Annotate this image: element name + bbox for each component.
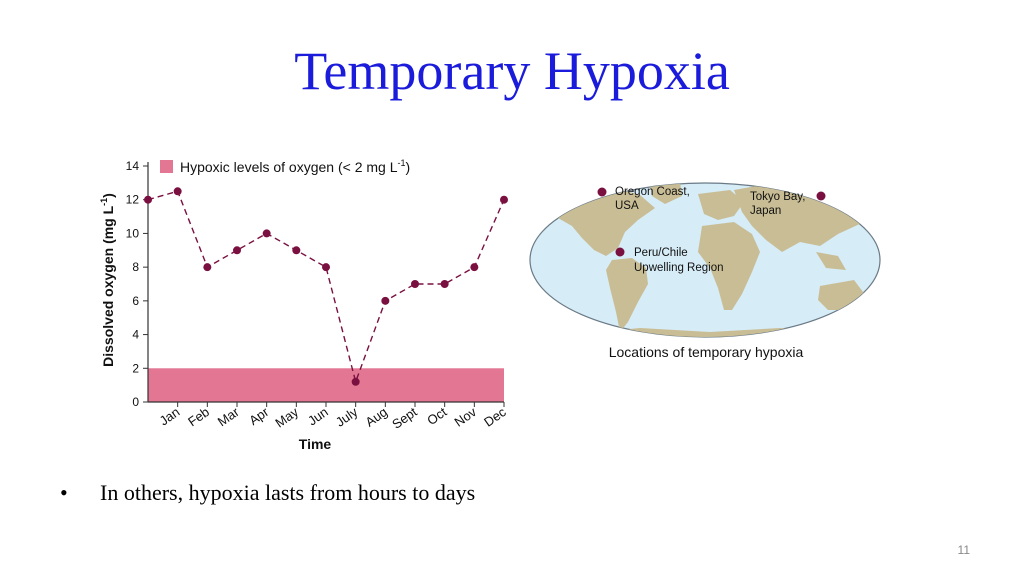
oxygen-chart: 0 2 4 6 8 10 12 14 Jan Feb Mar Apr May Jun July Aug Sep… xyxy=(99,158,509,452)
data-point xyxy=(411,280,419,288)
y-axis-label-main: Dissolved oxygen (mg L xyxy=(100,205,116,366)
data-point xyxy=(262,229,271,238)
europe-shape xyxy=(698,190,744,220)
data-point xyxy=(351,377,360,386)
data-point xyxy=(144,195,152,204)
data-point xyxy=(470,263,479,272)
x-tick-label: Apr xyxy=(246,404,272,428)
slide-number: 11 xyxy=(957,543,970,557)
legend-label-sup: -1 xyxy=(398,158,406,168)
x-tick-label: Jun xyxy=(305,404,331,428)
data-point xyxy=(203,263,212,272)
y-tick-label: 8 xyxy=(132,260,139,274)
bullet-point: • In others, hypoxia lasts from hours to … xyxy=(60,480,475,506)
data-point xyxy=(292,246,301,255)
y-tick-label: 12 xyxy=(126,193,140,207)
peru-label-line1: Peru/Chile xyxy=(634,247,688,259)
oregon-label-line2: USA xyxy=(615,200,639,212)
y-axis-label: Dissolved oxygen (mg L-1) xyxy=(99,193,116,367)
x-tick-label: Mar xyxy=(215,404,242,430)
data-points xyxy=(144,187,508,386)
south-america-shape xyxy=(606,258,648,332)
tokyo-label-line2: Japan xyxy=(750,205,781,217)
data-point xyxy=(381,296,390,305)
oregon-marker xyxy=(597,187,607,197)
y-tick-label: 6 xyxy=(132,294,139,308)
y-tick-label: 0 xyxy=(132,395,139,409)
data-point xyxy=(322,263,330,272)
hypoxic-band xyxy=(148,368,504,402)
oxygen-series-line xyxy=(147,190,505,385)
legend-label-end: ) xyxy=(406,159,411,175)
y-axis-label-end: ) xyxy=(100,193,116,198)
data-point xyxy=(233,246,241,255)
y-tick-label: 14 xyxy=(126,159,140,173)
bullet-dot: • xyxy=(60,480,68,505)
southeast-asia-shape xyxy=(816,252,846,270)
bullet-text: In others, hypoxia lasts from hours to d… xyxy=(100,480,476,505)
legend-label: Hypoxic levels of oxygen (< 2 mg L-1) xyxy=(180,158,410,175)
x-tick-label: July xyxy=(333,404,361,430)
slide-title: Temporary Hypoxia xyxy=(294,41,730,101)
map-markers xyxy=(597,187,826,257)
chart-axes xyxy=(147,162,504,403)
x-ticks: Jan Feb Mar Apr May Jun July Aug Sept Oct Nov Dec xyxy=(157,402,509,432)
africa-shape xyxy=(698,222,760,310)
tokyo-label-line1: Tokyo Bay, xyxy=(750,191,805,203)
x-tick-label: Sept xyxy=(389,404,420,432)
x-axis-label: Time xyxy=(299,436,332,452)
oregon-label-line1: Oregon Coast, xyxy=(615,186,690,198)
y-tick-label: 4 xyxy=(132,328,139,342)
x-tick-label: May xyxy=(272,404,301,431)
data-point xyxy=(173,187,182,196)
x-tick-label: Nov xyxy=(452,404,480,430)
map-caption: Locations of temporary hypoxia xyxy=(608,344,804,360)
data-point xyxy=(500,195,508,204)
x-tick-label: Feb xyxy=(185,404,212,429)
y-ticks: 0 2 4 6 8 10 12 14 xyxy=(126,159,148,409)
greenland-shape xyxy=(650,183,682,204)
x-tick-label: Jan xyxy=(157,404,183,428)
world-map: Oregon Coast, USA Tokyo Bay, Japan Peru/… xyxy=(520,160,890,370)
y-tick-label: 10 xyxy=(126,226,140,240)
legend-swatch xyxy=(160,160,173,173)
peru-label-line2: Upwelling Region xyxy=(634,262,724,274)
peru-marker xyxy=(615,247,625,257)
y-tick-label: 2 xyxy=(132,361,139,375)
y-axis-label-sup: -1 xyxy=(99,198,109,206)
tokyo-marker xyxy=(816,191,826,201)
legend-label-main: Hypoxic levels of oxygen (< 2 mg L xyxy=(180,159,398,175)
x-tick-label: Aug xyxy=(362,404,390,430)
world-map-graphic: Oregon Coast, USA Tokyo Bay, Japan Peru/… xyxy=(529,182,881,338)
data-point xyxy=(440,280,449,288)
x-tick-label: Oct xyxy=(424,404,449,428)
x-tick-label: Dec xyxy=(481,404,509,430)
